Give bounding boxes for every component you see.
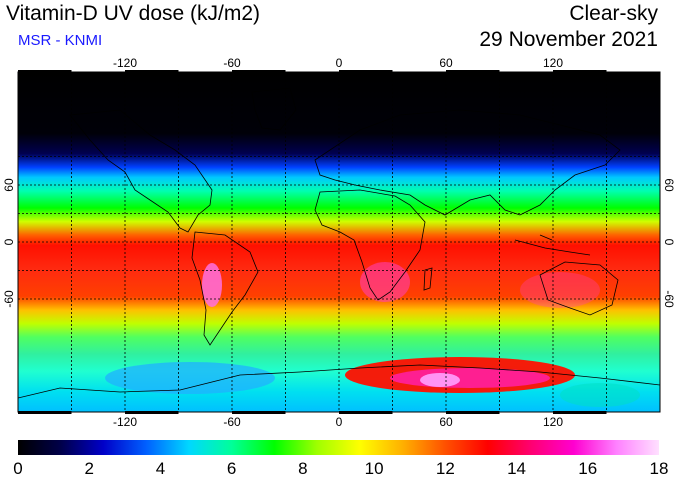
- lat-ticks-left: 60 0 -60: [2, 178, 16, 308]
- map-title: Vitamin-D UV dose (kJ/m2): [6, 2, 261, 25]
- tick-label: -60: [223, 415, 241, 429]
- frame-mark: [125, 70, 179, 73]
- tick-label: -120: [113, 56, 137, 70]
- colorbar-tick-label: 12: [435, 459, 455, 478]
- tick-label: 120: [543, 415, 563, 429]
- tick-label: 60: [439, 415, 453, 429]
- tick-label: 0: [336, 56, 343, 70]
- tick-label: 60: [2, 178, 16, 192]
- frame-mark: [553, 70, 607, 73]
- colorbar-tick-label: 14: [507, 459, 527, 478]
- frame-mark: [232, 411, 286, 414]
- frame-mark: [446, 70, 500, 73]
- frame-mark: [125, 411, 179, 414]
- frame-mark: [553, 411, 607, 414]
- tick-label: -60: [223, 56, 241, 70]
- colorbar-tick-label: 4: [155, 459, 166, 478]
- tick-label: -60: [662, 290, 676, 308]
- frame-mark: [339, 70, 393, 73]
- frame-mark: [232, 70, 286, 73]
- colorbar: [18, 440, 659, 455]
- tick-label: 120: [543, 56, 563, 70]
- colorbar-tick-label: 2: [84, 459, 94, 478]
- tick-label: 0: [2, 238, 16, 245]
- frame-border-marks: [18, 70, 607, 414]
- lat-ticks-right: 60 0 -60: [662, 178, 676, 308]
- colorbar-tick-label: 0: [13, 459, 23, 478]
- graticule: [18, 72, 660, 412]
- colorbar-tick-label: 6: [226, 459, 237, 478]
- tick-label: -60: [2, 290, 16, 308]
- frame-mark: [339, 411, 393, 414]
- frame-mark: [18, 70, 72, 73]
- colorbar-tick-label: 10: [364, 459, 384, 478]
- frame-mark: [446, 411, 500, 414]
- colorbar-tick-label: 16: [578, 459, 598, 478]
- sky-condition-label: Clear-sky: [569, 2, 658, 25]
- tick-label: 0: [336, 415, 343, 429]
- tick-label: -120: [113, 415, 137, 429]
- colorbar-tick-label: 18: [649, 459, 669, 478]
- lon-ticks-bottom: -120 -60 0 60 120: [113, 415, 563, 429]
- tick-label: 60: [662, 178, 676, 192]
- lon-ticks-top: -120 -60 0 60 120: [113, 56, 563, 70]
- tick-label: 0: [662, 239, 676, 246]
- colorbar-tick-label: 8: [298, 459, 308, 478]
- source-label: MSR - KNMI: [18, 32, 103, 49]
- frame-mark: [18, 411, 72, 414]
- coastlines: [18, 87, 660, 399]
- tick-label: 60: [439, 56, 453, 70]
- date-label: 29 November 2021: [479, 28, 658, 51]
